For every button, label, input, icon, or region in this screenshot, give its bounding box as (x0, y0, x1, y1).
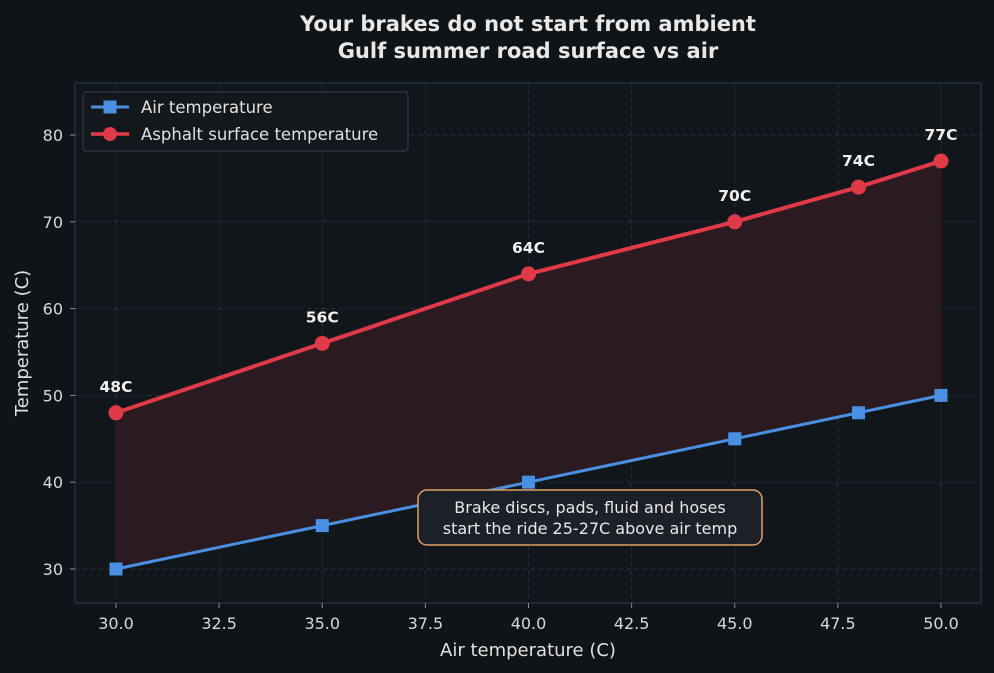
chart-title-line-2: Gulf summer road surface vs air (338, 39, 719, 63)
asphalt-temperature-marker (727, 214, 743, 230)
x-tick-label: 35.0 (304, 614, 340, 633)
air-temperature-marker (315, 519, 329, 533)
air-temperature-marker (852, 406, 865, 420)
y-tick-label: 70 (43, 213, 63, 232)
legend-air-label: Air temperature (141, 98, 273, 117)
asphalt-data-label: 64C (512, 239, 545, 257)
x-tick-label: 47.5 (820, 614, 856, 633)
annotation-line-1: Brake discs, pads, fluid and hoses (454, 498, 725, 517)
chart-title-line-1: Your brakes do not start from ambient (299, 12, 756, 36)
air-temperature-marker (522, 475, 535, 489)
y-tick-label: 30 (43, 560, 63, 579)
legend: Air temperature Asphalt surface temperat… (82, 91, 409, 152)
asphalt-temperature-line (115, 159, 942, 415)
y-tick-label: 40 (43, 473, 63, 492)
asphalt-temperature-marker (933, 153, 949, 169)
legend-air-marker (103, 100, 117, 114)
y-tick-label: 60 (43, 300, 63, 319)
ticks-layer: 30.0 32.5 35.0 37.5 40.0 42.5 45.0 47.5 50.0 30 40… (43, 126, 959, 633)
asphalt-data-label: 70C (718, 187, 751, 205)
air-temperature-marker (728, 432, 742, 446)
x-tick-label: 32.5 (201, 614, 237, 633)
asphalt-data-label: 77C (925, 126, 958, 144)
air-temperature-marker (109, 562, 123, 576)
y-tick-label: 80 (43, 126, 63, 145)
asphalt-data-label: 74C (842, 152, 875, 170)
fill-between-area (116, 161, 941, 570)
x-tick-label: 42.5 (614, 614, 650, 633)
asphalt-data-label: 48C (100, 378, 133, 396)
fill-between-layer (116, 161, 941, 570)
series-layer (108, 153, 949, 576)
air-temperature-marker (934, 388, 948, 402)
annotation: Brake discs, pads, fluid and hoses start… (417, 489, 763, 546)
x-tick-label: 30.0 (98, 614, 134, 633)
legend-asphalt-label: Asphalt surface temperature (141, 125, 378, 144)
data-labels-layer: 48C 56C 64C 70C 74C 77C (100, 126, 958, 396)
asphalt-temperature-marker (851, 179, 866, 195)
x-tick-label: 45.0 (717, 614, 753, 633)
asphalt-temperature-marker (108, 405, 124, 421)
y-tick-label: 50 (43, 386, 63, 405)
y-axis-label: Temperature (C) (12, 270, 33, 417)
x-tick-label: 37.5 (408, 614, 444, 633)
x-axis-label: Air temperature (C) (440, 640, 616, 661)
x-tick-label: 50.0 (923, 614, 959, 633)
legend-asphalt-marker (103, 127, 117, 141)
legend-box (82, 91, 409, 152)
annotation-box (417, 489, 763, 546)
asphalt-temperature-marker (314, 335, 330, 351)
asphalt-temperature-marker (521, 266, 536, 282)
annotation-line-2: start the ride 25-27C above air temp (443, 519, 737, 538)
asphalt-data-label: 56C (306, 308, 339, 326)
x-tick-label: 40.0 (511, 614, 547, 633)
air-temperature-line (115, 393, 942, 571)
